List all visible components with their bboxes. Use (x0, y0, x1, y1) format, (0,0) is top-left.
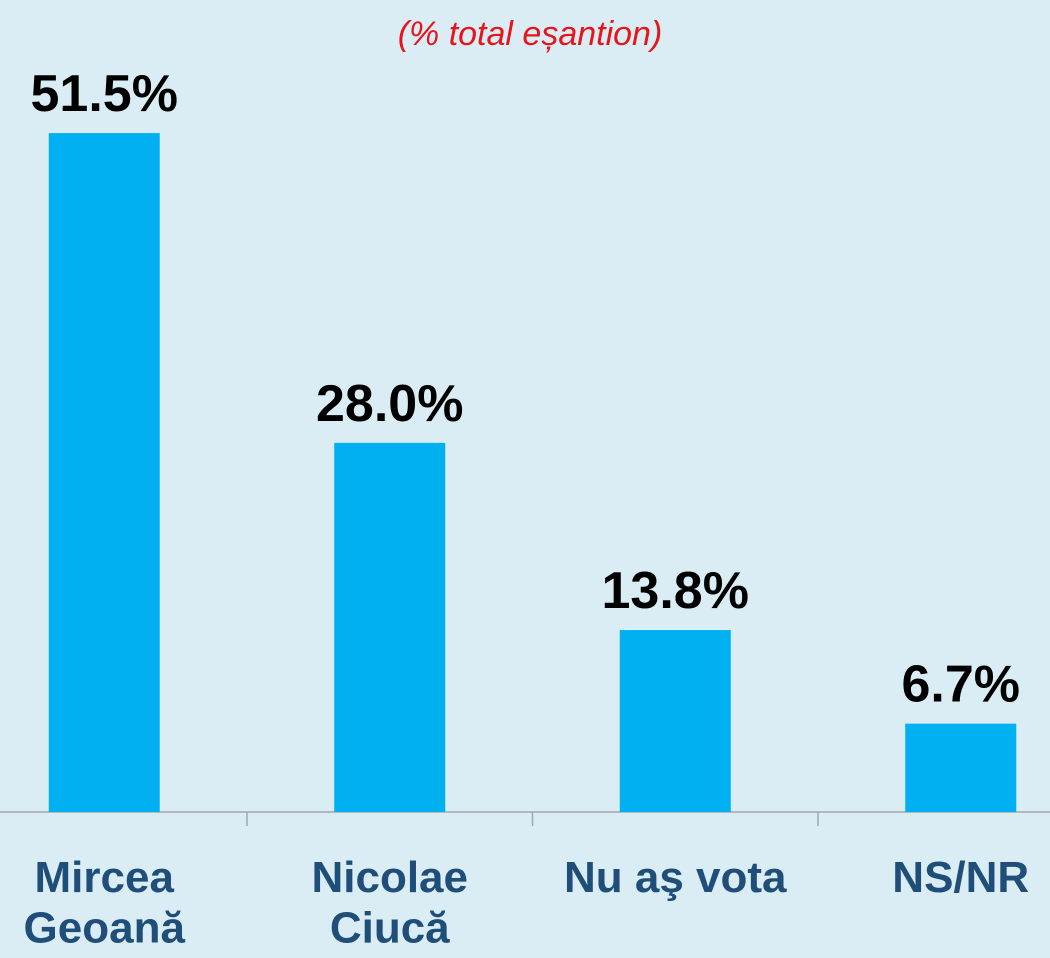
bar (334, 442, 446, 812)
bar (905, 723, 1017, 812)
chart-subtitle: (% total eșantion) (398, 15, 663, 53)
bar (619, 630, 731, 812)
x-tick-label: Mircea Geoană (24, 853, 186, 953)
value-label: 13.8% (602, 562, 749, 620)
x-tick-label: NS/NR (892, 853, 1029, 902)
value-label: 28.0% (316, 375, 463, 433)
value-label: 6.7% (901, 656, 1020, 714)
x-tick-label: Nu aş vota (564, 853, 787, 902)
x-tick-label: Nicolae Ciucă (311, 853, 468, 953)
value-label: 51.5% (31, 65, 178, 123)
bar (48, 133, 160, 812)
